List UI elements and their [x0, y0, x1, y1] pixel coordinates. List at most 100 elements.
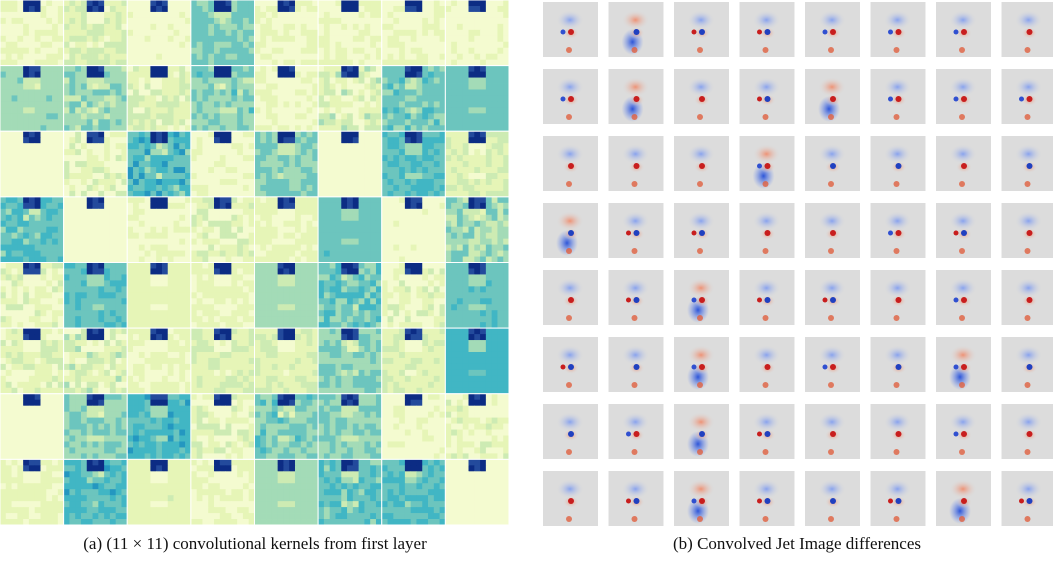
- kernel-pixel: [300, 262, 307, 269]
- kernel-pixel: [404, 23, 412, 31]
- kernel-pixel: [271, 226, 279, 234]
- kernel-pixel: [214, 95, 221, 102]
- kernel-pixel: [92, 119, 99, 126]
- kernel-pixel: [451, 65, 458, 72]
- kernel-pixel: [242, 41, 250, 49]
- kernel-pixel: [127, 47, 134, 55]
- kernel-pixel: [138, 0, 145, 7]
- kernel-pixel: [428, 113, 435, 120]
- kernel-pixel: [294, 322, 302, 329]
- kernel-pixel: [329, 262, 336, 269]
- kernel-pixel: [161, 35, 169, 43]
- kernel-pixel: [75, 71, 82, 78]
- kernel-pixel: [399, 83, 406, 90]
- kernel-pixel: [46, 196, 53, 204]
- kernel-pixel: [104, 161, 111, 168]
- kernel-pixel: [28, 256, 36, 263]
- kernel-pixel: [23, 65, 30, 72]
- kernel-pixel: [283, 77, 290, 84]
- kernel-pixel: [28, 173, 36, 180]
- kernel-pixel: [40, 351, 47, 359]
- kernel-pixel: [370, 286, 377, 293]
- kernel-pixel: [92, 41, 99, 49]
- kernel-pixel: [300, 101, 307, 108]
- kernel-pixel: [138, 298, 145, 305]
- kernel-pixel: [225, 137, 232, 144]
- kernel-pixel: [474, 107, 481, 114]
- kernel-pixel: [185, 0, 192, 7]
- kernel-pixel: [219, 155, 226, 162]
- kernel-pixel: [161, 143, 169, 150]
- kernel-pixel: [57, 238, 65, 246]
- kernel-pixel: [422, 292, 429, 299]
- kernel-pixel: [185, 238, 192, 246]
- kernel-pixel: [34, 238, 41, 246]
- kernel-pixel: [283, 149, 290, 156]
- kernel-pixel: [17, 190, 24, 198]
- kernel-pixel: [375, 131, 383, 138]
- kernel-pixel: [370, 184, 377, 192]
- kernel-pixel: [335, 202, 342, 210]
- kernel-pixel: [381, 119, 388, 126]
- kernel-pixel: [109, 131, 117, 138]
- kernel-pixel: [266, 89, 273, 96]
- kernel-pixel: [17, 47, 24, 55]
- kernel-pixel: [289, 89, 296, 96]
- kernel-pixel: [0, 208, 7, 216]
- kernel-pixel: [428, 292, 435, 299]
- kernel-pixel: [185, 167, 192, 174]
- kernel-pixel: [52, 322, 59, 329]
- kernel-pixel: [289, 149, 296, 156]
- kernel-pixel: [156, 125, 163, 132]
- kernel-pixel: [462, 256, 469, 263]
- kernel-pixel: [410, 131, 417, 138]
- kernel-pixel: [28, 77, 36, 84]
- kernel-pixel: [98, 137, 105, 144]
- kernel-pixel: [422, 0, 429, 7]
- kernel-pixel: [46, 274, 53, 281]
- kernel-pixel: [323, 250, 331, 257]
- kernel-pixel: [289, 137, 296, 144]
- kernel-pixel: [375, 113, 383, 120]
- kernel-pixel: [121, 184, 128, 192]
- kernel-pixel: [17, 244, 24, 251]
- kernel-pixel: [57, 316, 65, 323]
- kernel-pixel: [23, 143, 30, 150]
- kernel-pixel: [410, 101, 417, 108]
- kernel-pixel: [63, 155, 70, 162]
- kernel-pixel: [300, 190, 307, 198]
- kernel-pixel: [341, 131, 348, 138]
- kernel-pixel: [237, 167, 244, 174]
- kernel-pixel: [28, 262, 36, 269]
- kernel-pixel: [347, 59, 354, 67]
- kernel-pixel: [381, 208, 388, 216]
- kernel-pixel: [185, 256, 192, 263]
- kernel-pixel: [57, 149, 65, 156]
- kernel-pixel: [404, 256, 412, 263]
- kernel-pixel: [17, 232, 24, 240]
- kernel-pixel: [410, 83, 417, 90]
- kernel-pixel: [364, 304, 371, 311]
- kernel-pixel: [109, 149, 117, 156]
- kernel-pixel: [0, 214, 7, 222]
- kernel-pixel: [341, 208, 348, 216]
- kernel-pixel: [144, 268, 151, 275]
- kernel-pixel: [185, 155, 192, 162]
- kernel-pixel: [266, 131, 273, 138]
- kernel-pixel: [399, 5, 406, 13]
- kernel-pixel: [393, 167, 400, 174]
- kernel-pixel: [266, 232, 273, 240]
- kernel-pixel: [294, 232, 302, 240]
- kernel-pixel: [433, 167, 440, 174]
- kernel-pixel: [375, 59, 383, 67]
- kernel-pixel: [242, 280, 250, 287]
- kernel-pixel: [0, 155, 7, 162]
- kernel-pixel: [474, 119, 481, 126]
- kernel-pixel: [364, 11, 371, 19]
- kernel-pixel: [410, 149, 417, 156]
- kernel-pixel: [185, 316, 192, 323]
- kernel-pixel: [439, 196, 446, 204]
- kernel-pixel: [219, 101, 226, 108]
- kernel-pixel: [127, 316, 134, 323]
- kernel-pixel: [75, 244, 82, 251]
